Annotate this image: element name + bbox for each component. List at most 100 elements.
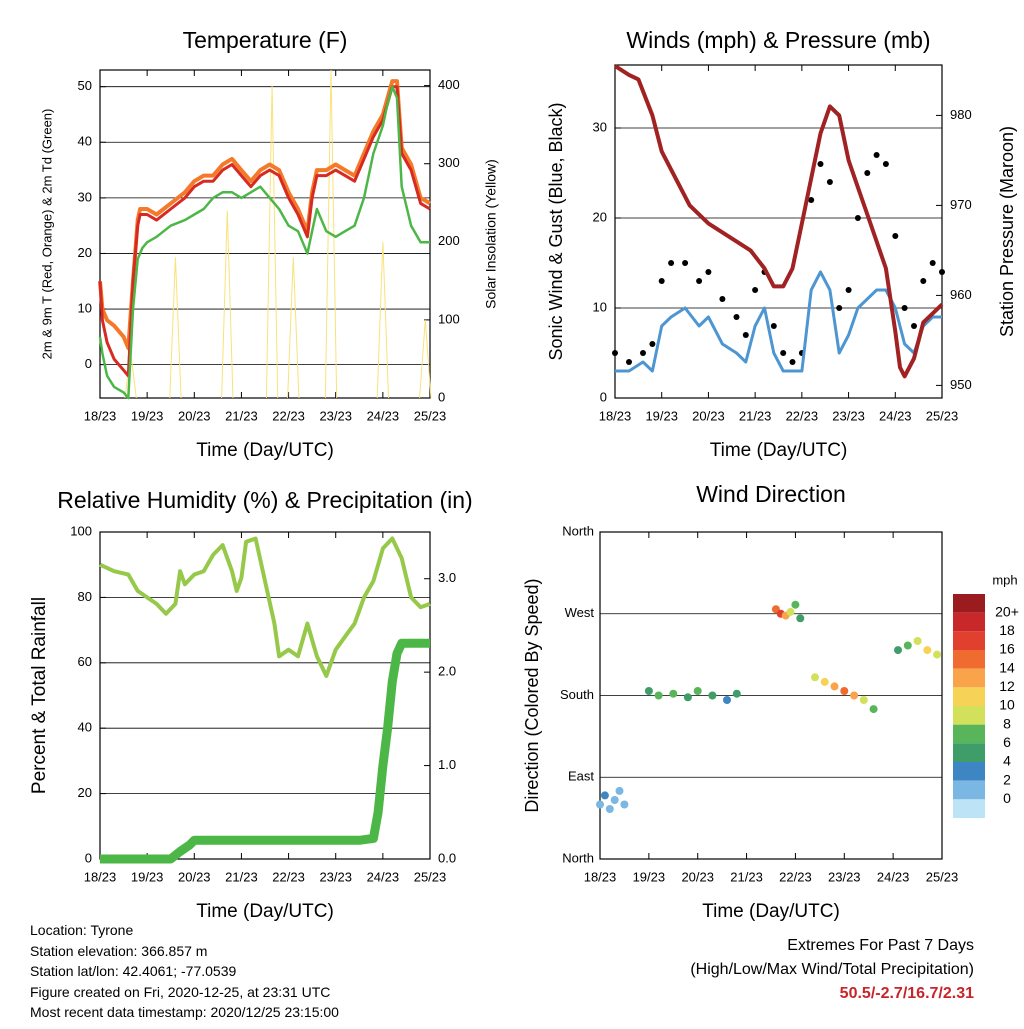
y2-tick-label-2: 950 [950, 377, 972, 392]
y-tick-label-3: 0 [85, 850, 92, 865]
direction-point [923, 646, 932, 655]
gust-point [920, 278, 927, 284]
y-tick-label-2: 20 [593, 209, 607, 224]
chart-title-1: Temperature (F) [183, 27, 348, 53]
gust-point [752, 287, 759, 293]
extremes-block: Extremes For Past 7 Days (High/Low/Max W… [690, 934, 974, 1006]
gust-point [668, 260, 675, 266]
x-tick-label-3: 22/23 [272, 869, 305, 884]
x-axis-label-2: Time (Day/UTC) [710, 440, 848, 461]
extremes-title: Extremes For Past 7 Days [787, 937, 974, 954]
y-tick-label-4: East [568, 769, 594, 784]
y-tick-label-4: South [560, 687, 594, 702]
y-axis-label-right-1: Solar Insolation (Yellow) [483, 159, 499, 309]
direction-point [644, 687, 653, 695]
y2-tick-label-1: 200 [438, 233, 460, 248]
direction-point [903, 641, 912, 650]
y-tick-label-1: 30 [78, 189, 92, 204]
colorbar-label: 18 [999, 622, 1015, 638]
y-tick-label-4: North [562, 523, 594, 538]
direction-point [610, 796, 619, 804]
x-tick-label-4: 23/23 [828, 869, 861, 884]
direction-point [723, 696, 731, 704]
chart-title-3: Relative Humidity (%) & Precipitation (i… [57, 487, 472, 513]
elevation-text: Station elevation: 366.857 m [30, 942, 208, 959]
x-tick-label-1: 21/23 [225, 408, 258, 423]
y2-tick-label-2: 970 [950, 197, 972, 212]
y-tick-label-3: 20 [78, 785, 92, 800]
y2-tick-label-1: 100 [438, 311, 460, 326]
gust-point [882, 161, 889, 167]
x-tick-label-4: 19/23 [633, 869, 666, 884]
colorbar-label: 10 [999, 697, 1015, 713]
location-text: Location: Tyrone [30, 922, 134, 938]
solar-spike [419, 319, 432, 399]
direction-point [693, 687, 702, 695]
dewpoint-line [98, 85, 430, 400]
y-tick-label-1: 20 [78, 245, 92, 260]
y-tick-label-2: 10 [593, 299, 607, 314]
colorbar-swatch [953, 799, 985, 818]
y-tick-label-4: West [565, 605, 595, 620]
direction-point [708, 691, 717, 700]
gust-point [682, 260, 689, 266]
direction-point [840, 687, 849, 695]
x-tick-label-1: 20/23 [178, 408, 211, 423]
direction-point [869, 705, 878, 714]
y2-tick-label-2: 960 [950, 287, 972, 302]
x-tick-label-4: 18/23 [584, 869, 617, 884]
direction-point [859, 696, 868, 704]
colorbar-label: 12 [999, 678, 1015, 694]
x-tick-label-3: 23/23 [319, 869, 352, 884]
gust-point [808, 197, 815, 203]
y-tick-label-1: 50 [78, 78, 92, 93]
x-tick-label-4: 24/23 [877, 869, 910, 884]
direction-point [669, 689, 678, 698]
gust-point [780, 350, 787, 356]
direction-point [791, 600, 800, 609]
y-tick-label-3: 80 [78, 589, 92, 604]
direction-point [796, 614, 805, 623]
gust-point [742, 332, 749, 338]
x-tick-label-1: 22/23 [272, 408, 305, 423]
solar-spike [169, 257, 182, 399]
colorbar-title: mph [992, 572, 1017, 587]
gust-point [649, 341, 656, 347]
y-tick-label-2: 0 [600, 389, 607, 404]
gust-point [658, 278, 665, 284]
x-axis-label-3: Time (Day/UTC) [196, 901, 334, 922]
x-tick-label-3: 18/23 [84, 869, 117, 884]
solar-spike [287, 257, 300, 399]
colorbar-label: 2 [1003, 771, 1011, 787]
x-tick-label-3: 20/23 [178, 869, 211, 884]
direction-point [811, 673, 819, 682]
x-tick-label-2: 23/23 [832, 408, 865, 423]
x-tick-label-2: 20/23 [692, 408, 725, 423]
extremes-value: 50.5/-2.7/16.7/2.31 [839, 985, 974, 1002]
x-tick-label-4: 22/23 [779, 869, 812, 884]
direction-point [913, 637, 922, 645]
x-tick-label-2: 18/23 [599, 408, 632, 423]
y2-tick-label-1: 300 [438, 155, 460, 170]
colorbar-label: 14 [999, 659, 1015, 675]
colorbar-swatch [953, 780, 985, 800]
y2-tick-label-3: 3.0 [438, 570, 456, 585]
colorbar-label: 8 [1003, 715, 1011, 731]
x-tick-label-3: 21/23 [225, 869, 258, 884]
y2-tick-label-1: 0 [438, 389, 445, 404]
direction-point [894, 646, 902, 655]
colorbar-label: 6 [1003, 734, 1011, 750]
colorbar-swatch [953, 762, 985, 781]
x-tick-label-4: 21/23 [730, 869, 763, 884]
chart-title-4: Wind Direction [696, 481, 846, 507]
y-tick-label-2: 30 [593, 119, 607, 134]
gust-point [719, 296, 726, 302]
direction-point [933, 650, 942, 659]
gust-point [696, 278, 703, 284]
colorbar-swatch [953, 650, 985, 669]
gust-point [733, 314, 740, 320]
x-tick-label-1: 19/23 [131, 408, 164, 423]
gust-point [901, 305, 908, 311]
x-tick-label-3: 25/23 [414, 869, 447, 884]
